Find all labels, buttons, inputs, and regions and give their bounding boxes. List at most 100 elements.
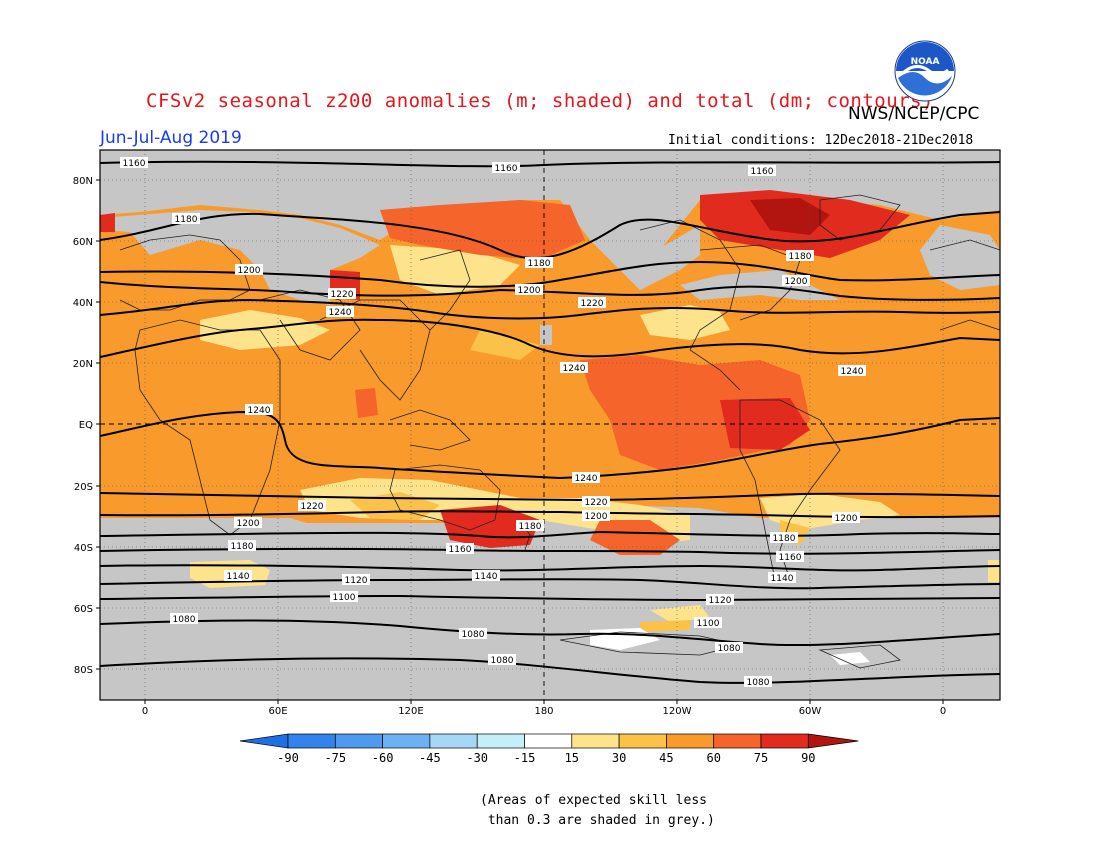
lat-label: 40S — [74, 543, 93, 554]
logo-text: NOAA — [911, 57, 940, 67]
svg-text:1180: 1180 — [528, 259, 551, 269]
svg-text:1240: 1240 — [563, 364, 586, 374]
contour-label: 1160 — [446, 543, 474, 555]
contour-label: 1100 — [330, 591, 358, 603]
contour-label: 1240 — [572, 472, 600, 484]
contour-label: 1160 — [492, 162, 520, 174]
contour-label: 1220 — [328, 288, 356, 300]
colorbar-arrow-left — [239, 733, 289, 749]
contour-label: 1120 — [342, 574, 370, 586]
colorbar-swatch — [666, 733, 715, 749]
svg-text:1220: 1220 — [331, 290, 354, 300]
svg-text:1160: 1160 — [495, 164, 518, 174]
svg-text:1200: 1200 — [237, 519, 260, 529]
colorbar-swatch — [524, 733, 573, 749]
svg-text:1080: 1080 — [491, 656, 514, 666]
lat-label: 80N — [73, 176, 93, 187]
lon-label: 0 — [142, 706, 148, 717]
svg-text:1080: 1080 — [173, 615, 196, 625]
colorbar-tick-label: -15 — [514, 751, 536, 765]
lat-label: 20N — [73, 359, 93, 370]
svg-text:1100: 1100 — [697, 619, 720, 629]
contour-label: 1200 — [782, 275, 810, 287]
contour-label: 1080 — [488, 654, 516, 666]
colorbar-arrow-right — [807, 733, 859, 749]
svg-text:1080: 1080 — [462, 630, 485, 640]
colorbar-swatch — [382, 733, 431, 749]
colorbar-tick-label: -30 — [466, 751, 488, 765]
contour-label: 1080 — [715, 642, 743, 654]
contour-label: 1160 — [748, 165, 776, 177]
svg-text:1160: 1160 — [751, 167, 774, 177]
colorbar-swatch — [429, 733, 478, 749]
noaa-logo-icon: NOAA — [894, 40, 956, 102]
lat-label: 20S — [74, 482, 93, 493]
initial-conditions-label: Initial conditions: 12Dec2018-21Dec2018 — [668, 133, 974, 148]
lon-label: 120E — [398, 706, 423, 717]
contour-label: 1200 — [515, 284, 543, 296]
colorbar-tick-label: 90 — [801, 751, 815, 765]
colorbar-tick-label: 75 — [754, 751, 768, 765]
colorbar-tick-label: -60 — [372, 751, 394, 765]
season-label: Jun-Jul-Aug 2019 — [100, 128, 242, 148]
colorbar-tick-label: 45 — [659, 751, 673, 765]
svg-text:1140: 1140 — [475, 572, 498, 582]
svg-text:1180: 1180 — [175, 215, 198, 225]
contour-label: 1200 — [582, 510, 610, 522]
svg-text:1180: 1180 — [773, 534, 796, 544]
svg-text:1240: 1240 — [841, 367, 864, 377]
svg-text:1240: 1240 — [248, 406, 271, 416]
contour-label: 1240 — [245, 404, 273, 416]
svg-text:1140: 1140 — [771, 574, 794, 584]
svg-text:1160: 1160 — [123, 159, 146, 169]
contour-label: 1180 — [516, 520, 544, 532]
svg-text:1220: 1220 — [585, 498, 608, 508]
contour-label: 1200 — [234, 517, 262, 529]
contour-label: 1080 — [744, 676, 772, 688]
colorbar-swatch — [571, 733, 620, 749]
svg-text:1160: 1160 — [779, 553, 802, 563]
svg-text:1200: 1200 — [785, 277, 808, 287]
chart-title: CFSv2 seasonal z200 anomalies (m; shaded… — [146, 90, 934, 112]
colorbar-swatch — [618, 733, 667, 749]
contour-label: 1220 — [582, 496, 610, 508]
svg-text:1160: 1160 — [449, 545, 472, 555]
lon-label: 0 — [940, 706, 946, 717]
svg-text:1180: 1180 — [519, 522, 542, 532]
contour-label: 1140 — [224, 570, 252, 582]
contour-label: 1240 — [560, 362, 588, 374]
colorbar-tick-label: -45 — [419, 751, 441, 765]
svg-text:1140: 1140 — [227, 572, 250, 582]
lat-label: 40N — [73, 298, 93, 309]
svg-text:1200: 1200 — [238, 266, 261, 276]
lon-label: 120W — [663, 706, 692, 717]
svg-text:1200: 1200 — [518, 286, 541, 296]
latitude-axis: 80N 60N 40N 20N EQ 20S 40S 60S 80S — [73, 176, 100, 676]
contours — [99, 160, 1001, 684]
map-frame — [99, 149, 1001, 701]
lat-label: EQ — [79, 420, 93, 431]
lon-label: 180 — [534, 706, 553, 717]
colorbar-swatch — [760, 733, 809, 749]
lat-label: 60N — [73, 237, 93, 248]
map-field — [100, 150, 1000, 700]
contour-label: 1080 — [459, 628, 487, 640]
longitude-axis: 0 60E 120E 180 120W 60W 0 — [142, 700, 946, 717]
colorbar-tick-label: 30 — [612, 751, 626, 765]
contour-label: 1240 — [326, 306, 354, 318]
lat-label: 60S — [74, 604, 93, 615]
colorbar-swatch — [287, 733, 336, 749]
svg-text:1180: 1180 — [789, 252, 812, 262]
contour-label: 1140 — [768, 572, 796, 584]
contour-label: 1180 — [172, 213, 200, 225]
svg-text:1120: 1120 — [345, 576, 368, 586]
contour-label: 1180 — [525, 257, 553, 269]
contour-label: 1220 — [298, 500, 326, 512]
contour-label: 1180 — [786, 250, 814, 262]
contour-label: 1180 — [228, 540, 256, 552]
svg-text:1240: 1240 — [329, 308, 352, 318]
contour-label: 1080 — [170, 613, 198, 625]
colorbar-tick-label: 15 — [565, 751, 579, 765]
svg-text:1180: 1180 — [231, 542, 254, 552]
lon-label: 60E — [268, 706, 287, 717]
